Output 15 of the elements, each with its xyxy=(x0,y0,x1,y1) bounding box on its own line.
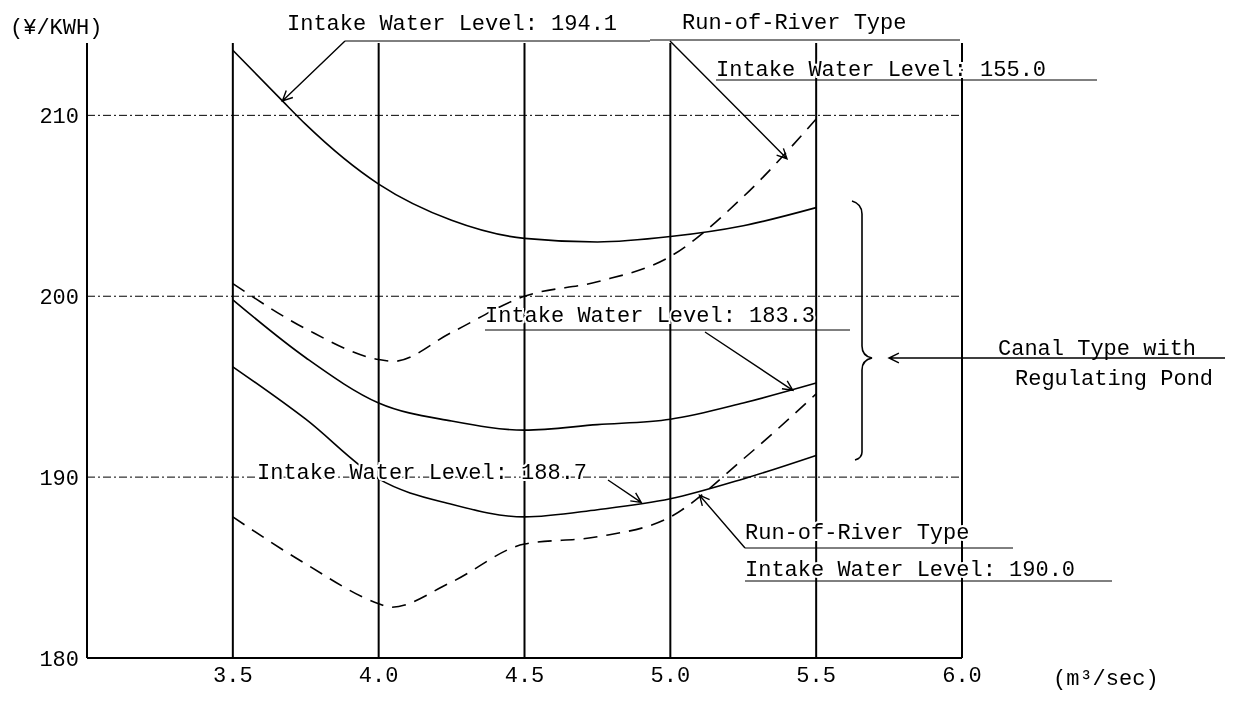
y-tick-label: 210 xyxy=(39,105,79,131)
y-axis-title: (¥/KWH) xyxy=(10,16,103,41)
annotation: Run-of-River Type xyxy=(682,11,907,36)
y-tick-label: 200 xyxy=(39,286,79,312)
x-tick-label: 5.5 xyxy=(796,663,836,689)
x-tick-label: 4.5 xyxy=(504,663,545,689)
text: Canal Type with Regulating Pond xyxy=(998,337,1214,392)
annotation: Intake Water Level: 194.1 xyxy=(287,12,618,37)
x-tick-label: 5.0 xyxy=(650,663,691,689)
y-tick-label: 180 xyxy=(39,647,79,673)
y-tick-label: 190 xyxy=(39,466,79,492)
x-tick-label: 3.5 xyxy=(213,663,253,689)
x-tick-label: 6.0 xyxy=(942,663,982,689)
x-axis-title: (m³/sec) xyxy=(1053,667,1159,692)
x-tick-label: 4.0 xyxy=(358,663,399,689)
